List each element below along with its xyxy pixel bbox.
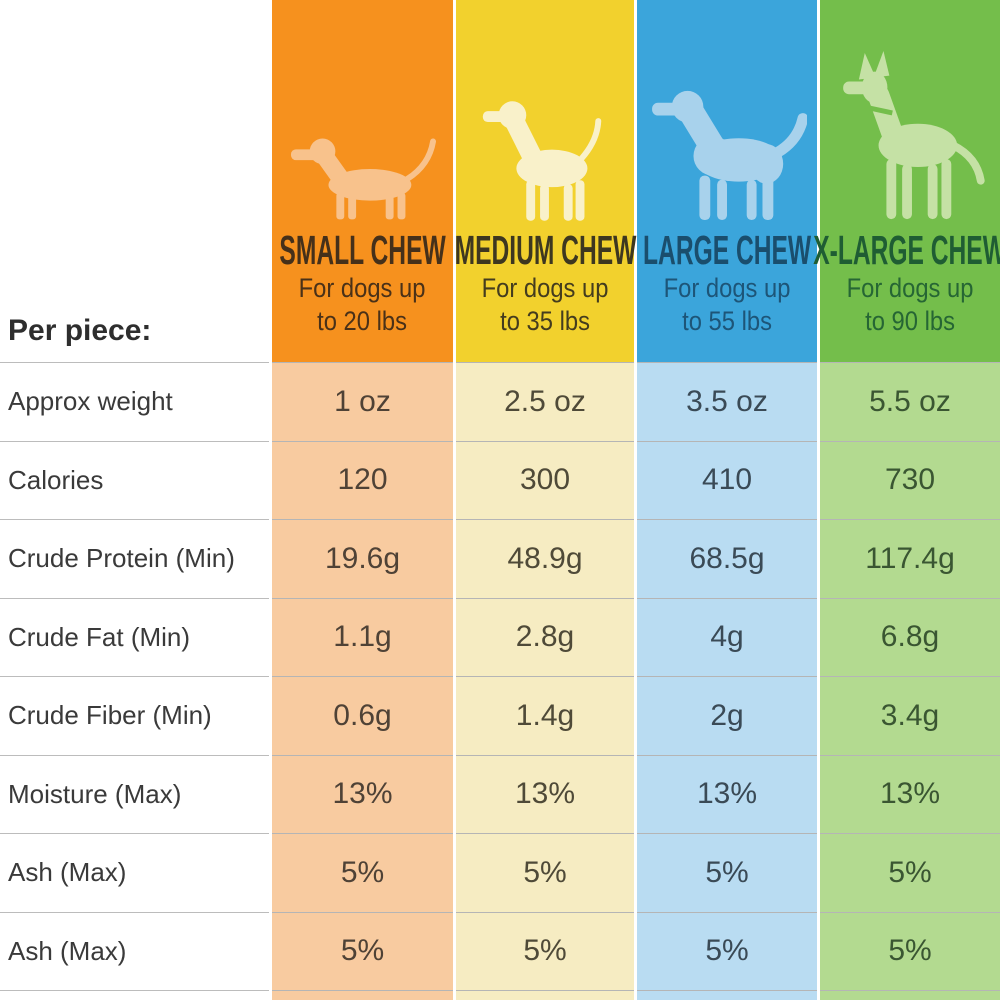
column-subtitle-line1: For dogs up [663,273,791,304]
column-title: X-LARGE CHEW [813,227,1000,274]
row-label-moisture: Moisture (Max) [0,754,269,833]
value-cell: 5% [456,911,634,990]
value-cell: 5% [272,833,453,912]
dachshund-icon [289,123,437,223]
per-piece-label: Per piece: [0,0,269,362]
row-label-calories: Calories [0,440,269,519]
partial-row-cell [272,990,453,1000]
value-cell: 5.5 oz [820,362,1000,441]
value-cell: 2.8g [456,597,634,676]
value-cell: 1.1g [272,597,453,676]
row-label-approx-weight: Approx weight [0,362,269,441]
value-cell: 3.5 oz [637,362,817,441]
column-subtitle-line2: to 20 lbs [317,306,408,337]
value-cell: 13% [456,754,634,833]
column-header-medium-chew: MEDIUM CHEW For dogs up to 35 lbs [454,0,636,362]
value-cell: 5% [820,911,1000,990]
value-cell: 117.4g [820,519,1000,598]
value-cell: 48.9g [456,519,634,598]
column-title: LARGE CHEW [642,227,812,274]
value-cell: 13% [637,754,817,833]
value-cell: 4g [637,597,817,676]
column-title: SMALL CHEW [279,227,446,274]
value-cell: 13% [820,754,1000,833]
value-cell: 2g [637,676,817,755]
value-cell: 410 [637,440,817,519]
value-cell: 13% [272,754,453,833]
column-header-small-chew: SMALL CHEW For dogs up to 20 lbs [272,0,453,362]
column-subtitle-line2: to 55 lbs [682,306,772,337]
value-cell: 0.6g [272,676,453,755]
column-header-large-chew: LARGE CHEW For dogs up to 55 lbs [637,0,817,362]
value-cell: 3.4g [820,676,1000,755]
golden-retriever-icon [647,85,807,223]
row-label-crude-fiber: Crude Fiber (Min) [0,676,269,755]
value-cell: 730 [820,440,1000,519]
value-cell: 5% [820,833,1000,912]
row-label-crude-fat: Crude Fat (Min) [0,597,269,676]
partial-row-cell [820,990,1000,1000]
row-label-crude-protein: Crude Protein (Min) [0,519,269,598]
row-label-ash-2: Ash (Max) [0,911,269,990]
column-title: MEDIUM CHEW [454,227,636,274]
value-cell: 2.5 oz [456,362,634,441]
column-subtitle-line2: to 90 lbs [865,306,955,337]
column-subtitle-line1: For dogs up [481,273,609,304]
value-cell: 5% [272,911,453,990]
value-cell: 1 oz [272,362,453,441]
column-subtitle-line1: For dogs up [846,273,974,304]
column-header-x-large-chew: X-LARGE CHEW For dogs up to 90 lbs [814,0,1000,362]
beagle-icon [471,99,619,223]
partial-row-label-cell [0,990,269,1000]
value-cell: 19.6g [272,519,453,598]
column-subtitle-line2: to 35 lbs [500,306,590,337]
value-cell: 300 [456,440,634,519]
partial-row-cell [456,990,634,1000]
value-cell: 120 [272,440,453,519]
value-cell: 68.5g [637,519,817,598]
value-cell: 1.4g [456,676,634,755]
row-label-ash-1: Ash (Max) [0,833,269,912]
value-cell: 6.8g [820,597,1000,676]
value-cell: 5% [456,833,634,912]
partial-row-cell [637,990,817,1000]
value-cell: 5% [637,911,817,990]
great-dane-icon [831,51,989,223]
value-cell: 5% [637,833,817,912]
column-subtitle-line1: For dogs up [299,273,426,304]
